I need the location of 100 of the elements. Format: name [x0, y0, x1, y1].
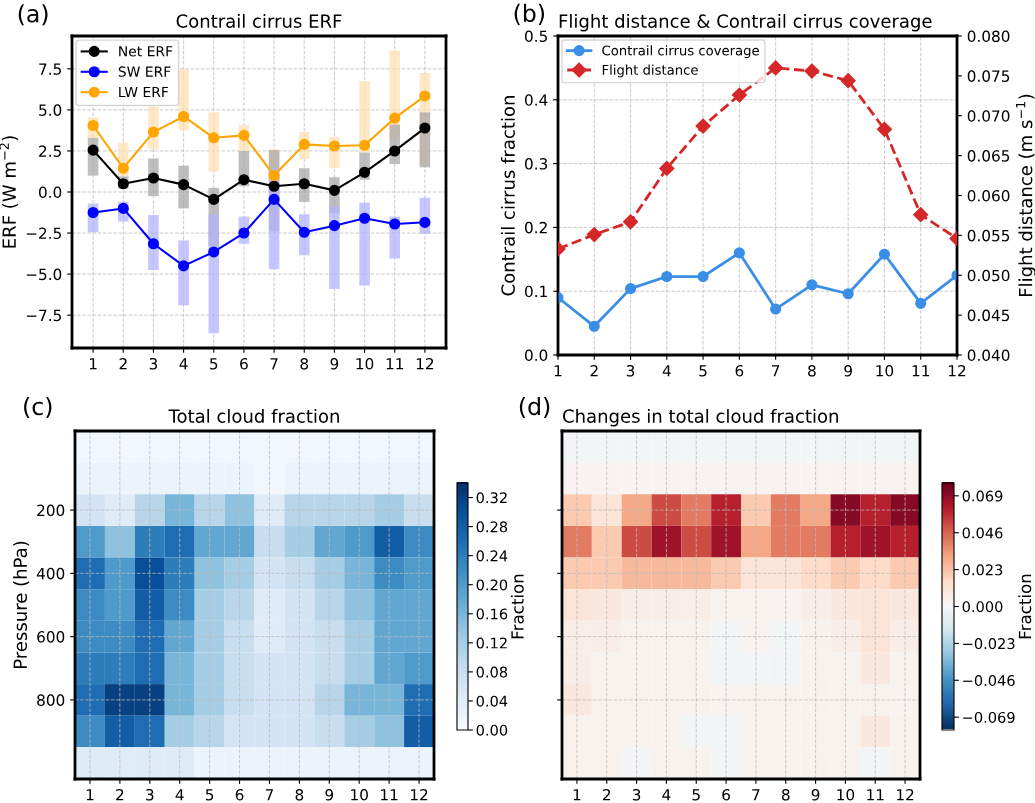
x-tick-label: 7	[265, 789, 274, 801]
text: (d)	[519, 396, 550, 419]
x-tick-label: 10	[876, 364, 894, 377]
color-bar-label: 0.28	[476, 521, 508, 533]
y2-tick-label: 0.070	[967, 110, 1010, 122]
y-tick-label: 0.4	[524, 94, 548, 106]
color-bar-label: 0.023	[962, 564, 1003, 576]
x-tick-label: 11	[381, 789, 398, 801]
color-bar-label: 0.20	[476, 579, 508, 591]
color-bar-label: 0.12	[476, 637, 507, 649]
text: (a)	[18, 4, 48, 26]
x-tick-label: 9	[844, 364, 852, 377]
x-tick-label: 5	[205, 789, 214, 801]
x-tick-label: 3	[626, 364, 635, 377]
x-tick-label: 12	[897, 788, 914, 801]
x-tick-label: 10	[356, 357, 374, 370]
color-bar-label: −0.023	[963, 638, 1015, 650]
color-bar-label: 0.16	[476, 608, 508, 620]
legend-label: SW ERF	[118, 66, 171, 77]
x-tick-label: 3	[149, 357, 158, 370]
x-tick-label: 9	[325, 788, 334, 801]
y-axis-title: Contrail cirrus fraction	[500, 96, 515, 296]
y-tick-label: 5.0	[39, 104, 62, 116]
x-tick-label: 6	[240, 357, 248, 370]
x-tick-label: 4	[175, 789, 184, 801]
x-tick-label: 10	[837, 788, 855, 801]
x-tick-label: 8	[295, 788, 304, 801]
y2-tick-label: 0.075	[967, 70, 1010, 82]
x-tick-label: 1	[89, 358, 97, 370]
x-tick-label: 11	[867, 789, 884, 801]
y-tick-label: 2.5	[39, 145, 61, 157]
x-tick-label: 7	[772, 365, 780, 377]
color-bar-label: −0.046	[963, 675, 1015, 687]
y-axis-title: Pressure (hPa)	[13, 541, 30, 668]
color-bar-label: 0.24	[476, 550, 508, 562]
x-tick-label: 4	[662, 789, 671, 801]
x-tick-label: 4	[179, 358, 188, 370]
y-tick-label: 600	[37, 631, 65, 643]
y-tick-label: 0.0	[524, 349, 548, 362]
color-bar-label: −0.069	[963, 711, 1015, 723]
x-tick-label: 8	[808, 364, 816, 377]
x-tick-label: 4	[662, 365, 671, 377]
x-tick-label: 2	[116, 788, 124, 801]
y-tick-label: 0.2	[524, 221, 547, 234]
x-tick-label: 7	[752, 789, 760, 801]
color-bar-label: 0.069	[962, 490, 1003, 502]
y2-tick-label: 0.060	[967, 189, 1010, 202]
x-tick-label: 5	[692, 789, 700, 801]
text: (c)	[24, 396, 52, 419]
y2-tick-label: 0.055	[967, 229, 1010, 242]
color-bar-label: 0.04	[476, 695, 508, 707]
x-tick-label: 5	[210, 358, 218, 370]
x-tick-label: 2	[603, 788, 611, 801]
x-tick-label: 9	[811, 788, 820, 801]
x-tick-label: 6	[235, 788, 244, 801]
color-bar-label: 0.000	[962, 601, 1003, 613]
chart-title: Total cloud fraction	[168, 408, 339, 423]
y2-tick-label: 0.045	[967, 309, 1010, 322]
x-tick-label: 2	[590, 364, 598, 377]
color-bar-title: Fraction	[1018, 574, 1032, 639]
x-tick-label: 6	[722, 788, 730, 801]
y2-axis-title: Flight distance (m s$^{−1}$)	[1016, 94, 1035, 297]
color-bar-label: 0.32	[476, 492, 507, 504]
x-tick-label: 6	[735, 364, 744, 377]
y-tick-label: 400	[36, 567, 65, 580]
color-bar-title: Fraction	[510, 574, 524, 639]
x-tick-label: 8	[781, 788, 790, 801]
x-tick-label: 1	[86, 789, 94, 801]
y2-tick-label: 0.080	[967, 30, 1010, 43]
y-tick-label: 0.1	[524, 285, 547, 298]
x-tick-label: 7	[270, 358, 278, 370]
x-tick-label: 11	[912, 365, 930, 377]
color-bar-label: 0.08	[476, 666, 508, 678]
x-tick-label: 2	[119, 357, 127, 370]
y-tick-label: 800	[37, 694, 65, 706]
chart-title: Contrail cirrus ERF	[176, 13, 342, 28]
y-tick-label: 200	[37, 504, 65, 517]
x-tick-label: 12	[948, 364, 966, 377]
x-tick-label: 1	[554, 365, 562, 377]
y-tick-label: −2.5	[26, 227, 61, 240]
legend-label: Net ERF	[119, 46, 173, 57]
x-tick-label: 10	[351, 788, 368, 801]
y-tick-label: 0.5	[524, 30, 547, 43]
x-tick-label: 8	[300, 357, 309, 370]
y-tick-label: −7.5	[26, 309, 61, 322]
x-tick-label: 12	[416, 357, 434, 370]
legend-label: LW ERF	[119, 86, 169, 98]
y-tick-label: 0.0	[38, 186, 62, 199]
x-tick-label: 3	[146, 788, 154, 801]
legend-label: Contrail cirrus coverage	[602, 45, 759, 59]
text: (b)	[514, 3, 544, 25]
y2-tick-label: 0.065	[967, 150, 1010, 162]
x-tick-label: 3	[632, 788, 641, 801]
x-tick-label: 11	[386, 358, 404, 370]
y-tick-label: −5.0	[26, 268, 62, 281]
legend-label: Flight distance	[602, 64, 698, 78]
color-bar-label: 0.046	[962, 527, 1003, 539]
y2-tick-label: 0.050	[967, 269, 1010, 282]
y-tick-label: 7.5	[39, 63, 61, 75]
y2-tick-label: 0.040	[967, 349, 1010, 362]
